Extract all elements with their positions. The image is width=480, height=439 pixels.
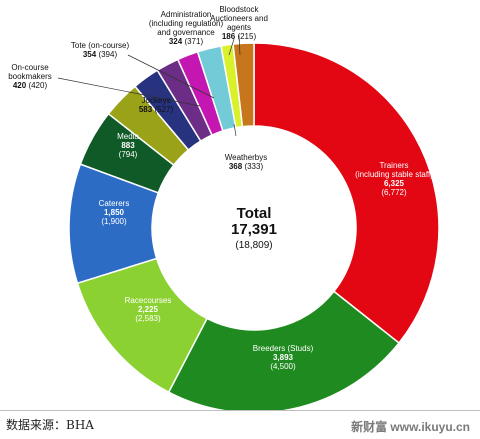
slice-8-name: and governance	[157, 28, 215, 37]
slice-1-name: Breeders (Studs)	[253, 344, 314, 353]
leader-lines	[57, 34, 241, 137]
slice-6-value: 420	[13, 81, 27, 90]
footer-divider	[0, 410, 480, 411]
slice-6-name: bookmakers	[8, 72, 52, 81]
leader-line-9	[233, 123, 237, 137]
slice-0	[253, 42, 440, 345]
slice-6-name: On-course	[11, 63, 49, 72]
slice-2-value: 2,225	[138, 305, 159, 314]
slice-0-value: 6,325	[384, 179, 405, 188]
slice-0-previous: (6,772)	[381, 188, 407, 197]
total-title: Total	[237, 205, 272, 222]
slice-6-values: 420 (420)	[13, 81, 48, 90]
slice-9-previous: (333)	[242, 162, 263, 171]
slice-8-values: 324 (371)	[169, 37, 204, 46]
leader-line-8	[228, 38, 235, 56]
slice-9-name: Weatherbys	[225, 153, 268, 162]
slice-5-previous: (527)	[152, 105, 173, 114]
slice-10-name: agents	[227, 23, 251, 32]
donut-chart: Trainers(including stable staff)6,325(6,…	[8, 5, 440, 410]
slice-7-previous: (394)	[96, 50, 117, 59]
donut-ring	[68, 42, 440, 410]
slice-5-values: 583 (527)	[139, 105, 174, 114]
slice-7-values: 354 (394)	[83, 50, 118, 59]
slice-6-previous: (420)	[26, 81, 47, 90]
total-value: 17,391	[231, 221, 277, 238]
slice-10-value: 186	[222, 32, 236, 41]
slice-labels: Trainers(including stable staff)6,325(6,…	[8, 5, 433, 371]
slice-5-value: 583	[139, 105, 153, 114]
watermark: 新财富 www.ikuyu.cn	[351, 420, 470, 434]
slice-10-previous: (215)	[235, 32, 256, 41]
slice-10-name: Bloodstock	[219, 5, 259, 14]
slice-4-previous: (794)	[119, 150, 138, 159]
slice-4-value: 883	[121, 141, 135, 150]
slice-1-previous: (4,500)	[270, 362, 296, 371]
slice-remainder	[232, 42, 255, 128]
slice-3-value: 1,850	[104, 208, 125, 217]
slice-10-name: Auctioneers and	[210, 14, 268, 23]
total-previous: (18,809)	[235, 240, 272, 251]
slice-1-value: 3,893	[273, 353, 294, 362]
slice-8-name: (including regulation)	[149, 19, 224, 28]
leader-line-7	[127, 54, 215, 99]
slice-3-previous: (1,900)	[101, 217, 127, 226]
slice-9-value: 368	[229, 162, 243, 171]
leader-line-10	[238, 34, 241, 56]
slice-8-name: Administration	[161, 10, 212, 19]
slice-2-previous: (2,583)	[135, 314, 161, 323]
slice-9-values: 368 (333)	[229, 162, 264, 171]
leader-line-6	[57, 77, 201, 107]
slice-5-name: Jockeys	[142, 96, 171, 105]
slice-10-values: 186 (215)	[222, 32, 257, 41]
slice-8-previous: (371)	[182, 37, 203, 46]
slice-8-value: 324	[169, 37, 183, 46]
slice-2-name: Racecourses	[125, 296, 172, 305]
slice-7-value: 354	[83, 50, 97, 59]
slice-7-name: Tote (on-course)	[71, 41, 130, 50]
source-note: 数据来源：BHA	[6, 418, 94, 432]
slice-0-name: (including stable staff)	[355, 170, 433, 179]
slice-1	[167, 290, 401, 410]
slice-0-name: Trainers	[379, 161, 408, 170]
slice-4-name: Media	[117, 132, 139, 141]
slice-3-name: Caterers	[99, 199, 130, 208]
